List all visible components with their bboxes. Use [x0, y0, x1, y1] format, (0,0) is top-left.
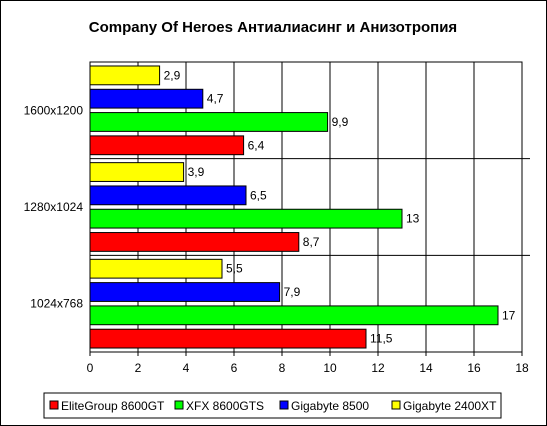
gridlines	[137, 62, 475, 352]
bar	[89, 258, 223, 279]
bar	[89, 208, 403, 229]
data-label: 7,9	[284, 285, 301, 299]
bar	[89, 305, 499, 326]
bar	[89, 282, 281, 302]
data-label: 13	[406, 212, 420, 226]
x-tick-label: 2	[135, 361, 142, 375]
plot-area	[89, 61, 523, 353]
bar	[89, 232, 300, 252]
bar	[89, 65, 161, 86]
bar	[89, 88, 204, 109]
category-label: 1600x1200	[24, 103, 84, 117]
data-label: 11,5	[370, 332, 393, 346]
legend: EliteGroup 8600GT XFX 8600GTS Gigabyte 850…	[43, 392, 502, 419]
legend-label: XFX 8600GTS	[186, 399, 264, 413]
legend-swatch	[49, 400, 59, 410]
legend-swatch	[279, 400, 289, 410]
x-tick-label: 12	[371, 361, 385, 375]
bar	[89, 185, 247, 206]
data-label: 6,5	[250, 188, 267, 202]
data-label: 5,5	[226, 262, 243, 276]
legend-box	[43, 392, 502, 419]
legend-swatch	[391, 400, 401, 410]
data-label: 6,4	[248, 138, 265, 152]
legend-label: Gigabyte 2400XT	[403, 399, 497, 413]
legend-swatch	[174, 400, 184, 410]
data-label: 2,9	[164, 68, 181, 82]
data-label: 8,7	[303, 235, 320, 249]
x-tick-label: 18	[515, 361, 529, 375]
chart-title: Company Of Heroes Антиалиасинг и Анизотр…	[89, 19, 457, 36]
data-labels: 6,4 9,9 4,7 2,9 8,7 13 6,5 3,9 11,5 17 7,9 5,5	[164, 68, 516, 345]
data-label: 9,9	[332, 115, 349, 129]
x-tick-label: 6	[231, 361, 238, 375]
data-label: 3,9	[188, 165, 205, 179]
legend-label: EliteGroup 8600GT	[61, 399, 165, 413]
bar	[89, 135, 245, 156]
bar	[89, 112, 329, 132]
data-label: 4,7	[207, 92, 224, 106]
x-tick-label: 10	[323, 361, 337, 375]
bars	[89, 65, 499, 349]
bar	[89, 162, 185, 182]
x-tick-label: 14	[419, 361, 433, 375]
legend-label: Gigabyte 8500	[291, 399, 369, 413]
bar	[89, 328, 367, 349]
x-tick-label: 4	[183, 361, 190, 375]
category-labels: 1600x1200 1280x1024 1024x768	[24, 103, 84, 310]
x-tick-label: 8	[279, 361, 286, 375]
x-axis-ticks: 0 2 4 6 8 10 12 14 16 18	[87, 352, 529, 375]
category-separators	[90, 158, 530, 256]
x-tick-label: 16	[467, 361, 481, 375]
category-label: 1024x768	[30, 297, 83, 311]
data-label: 17	[502, 308, 516, 322]
category-label: 1280x1024	[24, 200, 84, 214]
x-tick-label: 0	[87, 361, 94, 375]
